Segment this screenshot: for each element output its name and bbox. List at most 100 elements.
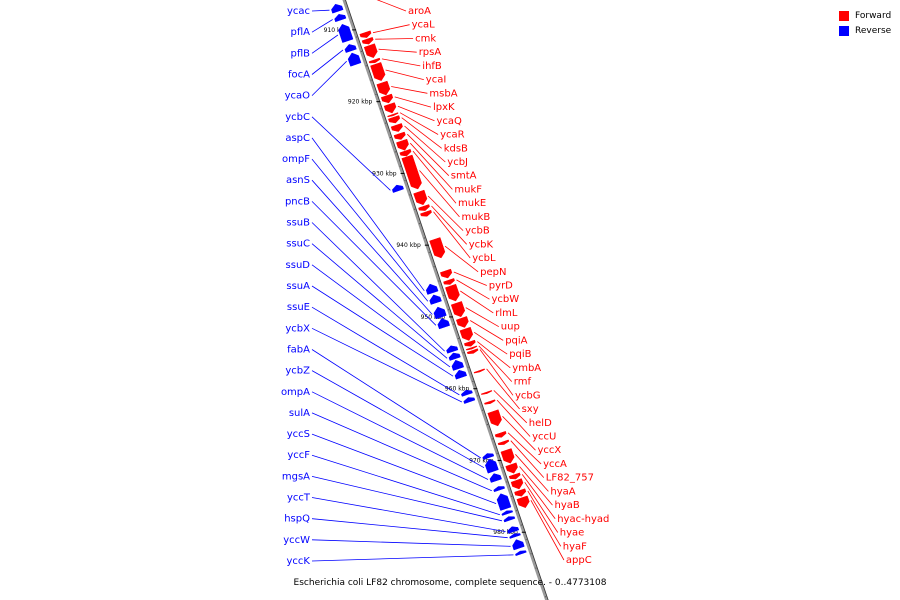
gene-label-ihfb[interactable]: ihfB [422,61,442,72]
gene-label-hyaf[interactable]: hyaF [563,541,587,552]
gene-arrow-appc[interactable] [516,495,530,509]
gene-arrow-held[interactable] [480,390,493,395]
gene-label-ssuc[interactable]: ssuC [286,239,310,250]
gene-label-aspc[interactable]: aspC [285,133,310,144]
gene-arrow-hyac-hyad[interactable] [508,472,521,480]
gene-label-cmk[interactable]: cmk [415,34,436,45]
gene-label-sula[interactable]: sulA [289,408,310,419]
gene-arrow-hspq[interactable] [509,533,521,539]
gene-label-mukb[interactable]: mukB [462,212,491,223]
gene-label-faba[interactable]: fabA [287,345,310,356]
gene-label-ycar[interactable]: ycaR [440,130,465,141]
gene-arrow-ssub[interactable] [446,345,459,354]
gene-arrow-yccw[interactable] [512,539,525,551]
gene-label-ssue[interactable]: ssuE [287,302,310,313]
gene-arrow-pyrd[interactable] [439,268,453,279]
gene-arrow-hyab[interactable] [505,462,518,474]
gene-label-yccw[interactable]: yccW [283,535,310,546]
gene-label-ycbg[interactable]: ycbG [515,390,541,401]
gene-arrow-ssuc[interactable] [448,352,461,361]
gene-label-ssua[interactable]: ssuA [286,281,310,292]
gene-label-ycao[interactable]: ycaO [285,91,311,102]
gene-label-yccu[interactable]: yccU [532,432,556,443]
gene-label-ycbx[interactable]: ycbX [285,323,310,334]
gene-label-kdsb[interactable]: kdsB [444,143,468,154]
gene-label-asns[interactable]: asnS [286,175,310,186]
gene-arrow-kdsb[interactable] [388,115,401,124]
gene-arrow-foca[interactable] [344,44,357,53]
gene-label-hspq[interactable]: hspQ [284,514,310,525]
gene-arrow-pqia[interactable] [455,316,469,328]
gene-label-ycct[interactable]: yccT [287,493,311,504]
gene-arrow-ycbk[interactable] [418,204,430,211]
gene-label-ycbb[interactable]: ycbB [465,226,490,237]
gene-label-aroa[interactable]: aroA [408,6,431,17]
gene-arrow-hyae[interactable] [510,478,524,490]
gene-label-ompa[interactable]: ompA [281,387,310,398]
gene-label-ycbz[interactable]: ycbZ [285,366,310,377]
gene-label-pqia[interactable]: pqiA [505,335,527,346]
gene-label-ycaq[interactable]: ycaQ [437,116,463,127]
gene-label-smta[interactable]: smtA [451,171,477,182]
gene-arrow-mukb[interactable] [401,154,422,190]
gene-arrow-ycal[interactable] [359,30,372,38]
gene-label-uup[interactable]: uup [501,322,520,333]
gene-label-mgsa[interactable]: mgsA [282,471,310,482]
gene-label-ssud[interactable]: ssuD [286,260,311,271]
gene-arrow-hyaa[interactable] [500,448,515,464]
gene-arrow-smta[interactable] [393,131,406,140]
gene-label-pfla[interactable]: pflA [291,27,311,38]
gene-label-ycac[interactable]: ycac [287,6,310,17]
gene-label-ycbc[interactable]: ycbC [285,112,310,123]
gene-label-ompf[interactable]: ompF [282,154,310,165]
gene-arrow-yccx[interactable] [487,409,502,427]
gene-arrow-rpsa[interactable] [363,43,378,59]
gene-label-ymba[interactable]: ymbA [512,363,541,374]
gene-arrow-yccf[interactable] [501,510,514,516]
gene-arrow-rmf[interactable] [465,345,478,351]
gene-arrow-ycct[interactable] [507,526,520,534]
gene-label-mukf[interactable]: mukF [454,184,482,195]
gene-arrow-msba[interactable] [376,80,391,96]
gene-arrow-pqib[interactable] [459,326,474,341]
gene-arrow-muke[interactable] [399,148,412,157]
gene-label-held[interactable]: helD [529,418,552,429]
gene-arrow-ihfb[interactable] [368,57,381,64]
gene-label-yccx[interactable]: yccX [538,445,562,456]
gene-arrow-pfla[interactable] [334,14,347,23]
gene-arrow-mgsa[interactable] [503,516,516,523]
gene-label-pyrd[interactable]: pyrD [489,281,513,292]
gene-arrow-ssue[interactable] [461,390,473,397]
gene-arrow-lpxk[interactable] [380,93,394,104]
gene-arrow-asns[interactable] [433,306,447,320]
gene-label-rmf[interactable]: rmf [514,377,532,388]
gene-arrow-sxy[interactable] [473,368,486,374]
gene-arrow-sula[interactable] [493,486,506,493]
gene-label-pqib[interactable]: pqiB [509,349,531,360]
gene-label-pepn[interactable]: pepN [480,267,506,278]
gene-label-appc[interactable]: appC [566,555,592,566]
gene-label-hyab[interactable]: hyaB [555,500,580,511]
gene-arrow-faba[interactable] [482,453,495,460]
gene-arrow-ompf[interactable] [429,294,442,305]
gene-label-pflb[interactable]: pflB [290,48,310,59]
gene-label-sxy[interactable]: sxy [522,404,539,415]
gene-label-rlml[interactable]: rlmL [495,308,518,319]
gene-arrow-lf82_757[interactable] [497,439,510,446]
gene-label-rpsa[interactable]: rpsA [419,47,442,58]
gene-label-foca[interactable]: focA [288,70,310,81]
gene-arrow-ycbc[interactable] [392,184,404,193]
gene-label-hyae[interactable]: hyae [560,528,585,539]
gene-label-hyaa[interactable]: hyaA [550,486,575,497]
gene-label-ycbw[interactable]: ycbW [492,294,520,305]
gene-arrow-ycbx[interactable] [463,397,476,404]
gene-arrow-ycai[interactable] [370,62,386,82]
gene-label-ssub[interactable]: ssuB [286,218,310,229]
gene-label-lpxk[interactable]: lpxK [433,102,455,113]
gene-arrow-ycbj[interactable] [390,123,403,132]
gene-label-ycca[interactable]: yccA [543,459,567,470]
gene-arrow-ompa[interactable] [489,473,502,483]
gene-arrow-pncb[interactable] [437,318,451,330]
gene-arrow-rlml[interactable] [445,283,460,302]
gene-arrow-pepn[interactable] [429,237,446,259]
